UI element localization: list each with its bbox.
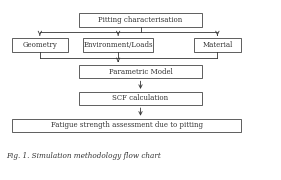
Text: Geometry: Geometry — [22, 41, 57, 49]
Text: Fig. 1. Simulation methodology flow chart: Fig. 1. Simulation methodology flow char… — [6, 152, 161, 160]
FancyBboxPatch shape — [79, 92, 202, 105]
Text: Environment/Loads: Environment/Loads — [83, 41, 153, 49]
FancyBboxPatch shape — [12, 119, 241, 132]
FancyBboxPatch shape — [83, 38, 153, 52]
FancyBboxPatch shape — [79, 13, 202, 27]
Text: Pitting characterisation: Pitting characterisation — [98, 16, 183, 24]
Text: SCF calculation: SCF calculation — [112, 94, 169, 102]
FancyBboxPatch shape — [194, 38, 241, 52]
Text: Fatigue strength assessment due to pitting: Fatigue strength assessment due to pitti… — [51, 121, 203, 129]
Text: Parametric Model: Parametric Model — [109, 68, 172, 76]
FancyBboxPatch shape — [79, 65, 202, 78]
FancyBboxPatch shape — [12, 38, 68, 52]
Text: Material: Material — [202, 41, 232, 49]
